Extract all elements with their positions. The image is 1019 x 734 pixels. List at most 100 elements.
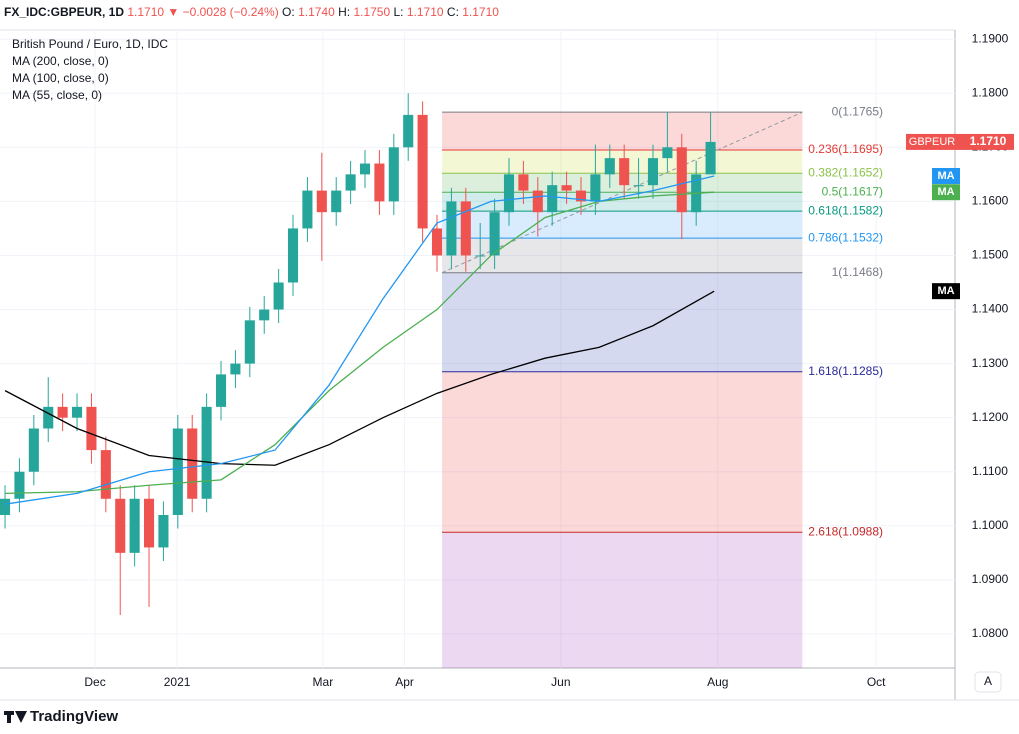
x-tick-label: Apr [395,675,414,689]
candle-body [604,158,615,175]
header-item: 1.1750 [353,5,390,19]
candle-body [489,212,500,256]
x-tick-label: Jun [551,675,570,689]
candle-body [575,190,587,202]
logo-text: TradingView [30,708,118,725]
y-tick-label: 1.1100 [972,464,1008,478]
candle-body [259,309,270,321]
fib-band [442,532,803,668]
fib-band [442,272,803,372]
candle-body [446,201,457,256]
symbol-badge [906,133,958,150]
candle-body [547,185,558,213]
candle-body [172,428,183,515]
header: FX_IDC:GBPEUR, 1D 1.1710 ▼ −0.0028 (−0.2… [4,5,499,19]
last-price-label: 1.1710 [970,134,1007,148]
header-item: ▼ −0.0028 (−0.24%) [167,5,278,19]
candle-body [705,141,716,175]
symbol-badge-label: GBPEUR [909,136,956,148]
y-tick-label: 1.1200 [972,410,1009,424]
candle-body [43,406,54,429]
candle-body [28,428,39,472]
fib-band [442,371,803,533]
candle-body [244,320,255,364]
y-tick-label: 1.0900 [972,572,1009,586]
y-tick-label: 1.1300 [972,356,1009,370]
fib-band [442,112,803,151]
header-item: FX_IDC:GBPEUR, 1D [4,5,124,19]
fib-band [442,192,803,212]
fib-band [442,238,803,273]
logo-icon [4,711,27,723]
legend-entry: MA (200, close, 0) [12,54,109,68]
fib-band [442,211,803,239]
ma-badge [932,167,960,184]
candle-body [431,228,443,256]
header-item: 1.1710 [462,5,499,19]
candle-body [302,190,313,229]
candle-body [215,374,227,407]
candle-body [115,498,126,553]
candle-body [475,255,486,257]
candle-body [100,450,111,499]
x-tick-label: Dec [84,675,105,689]
y-tick-label: 1.1900 [972,31,1009,45]
last-price-badge [958,133,1014,150]
candle-body [201,406,212,499]
fib-label: 2.618(1.0988) [808,524,883,538]
fib-label: 1.618(1.1285) [808,364,883,378]
x-tick-label: 2021 [164,675,191,689]
fib-label: 0.5(1.1617) [822,184,883,198]
candle-body [14,471,25,499]
candle-body [345,174,356,191]
candle-body [0,498,11,515]
fib-label: 0(1.1765) [832,104,883,118]
header-item: O: [282,5,295,19]
ma-badge [932,184,960,201]
candle-body [230,363,241,375]
legend-entry: MA (100, close, 0) [12,71,109,85]
candle-body [388,147,399,202]
candle-body [532,190,543,213]
candle-body [676,147,687,213]
y-tick-label: 1.1000 [972,518,1009,532]
ma-line [4,290,715,466]
y-tick-label: 1.1400 [972,302,1009,316]
candle-body [158,514,169,548]
y-tick-label: 1.0800 [972,626,1009,640]
candle-body [633,185,644,187]
candle-body [374,163,385,202]
legend-entry: MA (55, close, 0) [12,88,102,102]
auto-scale-label[interactable]: A [984,674,992,688]
candle-body [287,228,299,283]
fib-label: 0.382(1.1652) [808,165,883,179]
candle-body [518,174,529,191]
x-tick-label: Aug [707,675,728,689]
candle-body [143,498,155,548]
y-tick-label: 1.1800 [972,85,1009,99]
header-item: L: [394,5,404,19]
candle-body [316,190,327,213]
header-item: H: [338,5,350,19]
candle-body [647,158,659,186]
candle-body [403,114,414,148]
candle-body [561,185,572,191]
header-item: 1.1710 [127,5,164,19]
auto-scale-button[interactable] [974,671,1002,693]
candle-body [71,406,83,418]
candle-body [86,406,97,451]
fib-label: 0.236(1.1695) [808,142,883,156]
x-tick-label: Oct [867,675,886,689]
header-item: 1.1710 [407,5,444,19]
candle-body [619,158,630,186]
y-tick-label: 1.1600 [972,194,1009,208]
fib-label: 0.786(1.1532) [808,230,883,244]
candle-body [331,190,342,213]
ma-badge-label: MA [937,170,954,182]
candle-body [417,114,428,229]
candle-body [57,406,68,418]
ma-badge-label: MA [937,285,954,297]
fib-label: 1(1.1468) [832,265,883,279]
